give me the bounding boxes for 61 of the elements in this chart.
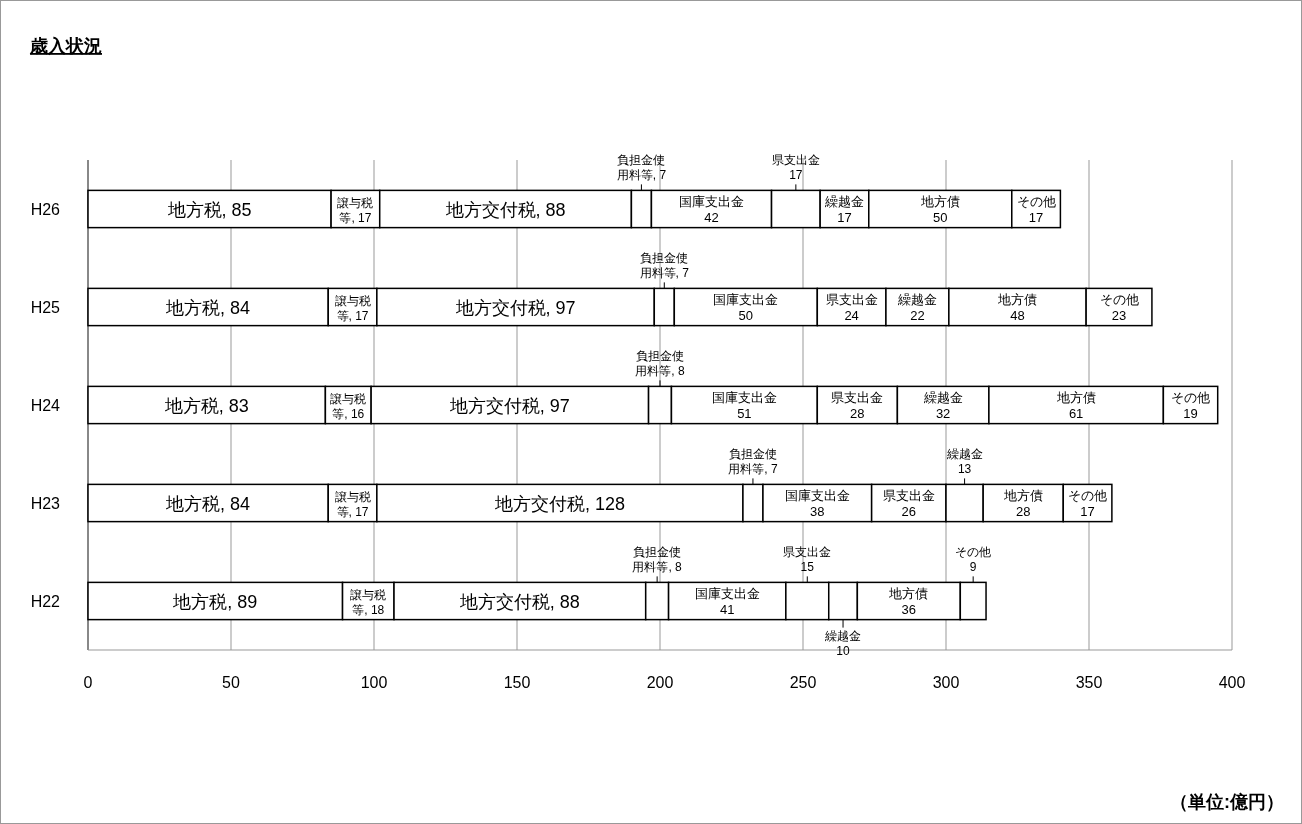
data-label: 地方交付税, 128 [493,494,625,514]
data-label: 県支出金 15 [783,545,832,575]
text: （単位:億円） [1170,792,1284,812]
data-label: その他 9 [955,545,992,575]
x-tick-label: 400 [1218,674,1246,691]
data-label: 国庫支出金 51 [711,390,777,421]
y-tick-label: H22 [30,593,61,610]
data-label: 国庫支出金 41 [694,586,760,617]
chart-title: 歳入状況 [29,36,102,56]
x-tick-label: 150 [503,674,531,691]
data-label: 地方税, 84 [165,298,251,318]
data-label: 譲与税等, 16 [330,392,367,421]
data-label: 負担金使用料等, 8 [632,545,683,575]
data-label: 譲与税等, 18 [350,588,387,617]
data-label: 地方債 50 [919,194,960,225]
data-label: 繰越金 22 [896,292,937,323]
data-label: 繰越金 10 [824,628,862,658]
data-label: 国庫支出金 50 [713,292,779,323]
y-tick-label: H23 [30,495,61,512]
data-label: 地方税, 89 [172,592,258,612]
data-label: 地方税, 83 [163,396,249,416]
data-label: 負担金使用料等, 7 [728,447,778,477]
data-label: 県支出金 24 [825,292,878,323]
data-label: 地方交付税, 88 [444,200,566,220]
x-tick-label: 300 [932,674,960,691]
data-label: 地方債 36 [888,586,929,617]
data-label: 繰越金 32 [922,390,963,421]
data-label: 譲与税等, 17 [337,196,374,225]
data-label: 地方税, 84 [165,494,251,514]
data-label: 地方税, 85 [166,200,252,220]
data-label: その他 23 [1099,292,1139,323]
data-label: 県支出金 17 [771,153,820,183]
data-label: 負担金使用料等, 7 [639,251,690,281]
data-label: 国庫支出金 38 [784,488,850,519]
data-label: その他 19 [1171,390,1211,421]
data-label: その他 17 [1016,194,1056,225]
x-tick-label: 100 [360,674,388,691]
data-label: 地方交付税, 97 [448,396,570,416]
x-tick-label: 0 [83,674,93,691]
x-tick-label: 50 [222,674,240,691]
data-label: 県支出金 28 [831,390,884,421]
data-label: 国庫支出金 42 [678,194,744,225]
x-tick-label: 200 [646,674,674,691]
data-label: その他 17 [1068,488,1108,519]
data-label: 繰越金 17 [823,194,864,225]
x-tick-label: 250 [789,674,817,691]
y-tick-label: H25 [30,299,61,316]
y-tick-label: H26 [30,201,61,218]
x-tick-label: 350 [1075,674,1103,691]
data-label: 地方交付税, 97 [454,298,576,318]
data-label: 地方債 61 [1055,390,1096,421]
data-label: 地方交付税, 88 [458,592,580,612]
y-tick-label: H24 [30,397,61,414]
data-label: 譲与税等, 17 [334,490,371,519]
data-label: 負担金使用料等, 7 [616,153,667,183]
data-label: 地方債 48 [997,292,1037,323]
data-label: 繰越金 13 [945,447,983,477]
data-label: 負担金使用料等, 8 [635,349,685,379]
data-label: 地方債 28 [1002,488,1043,519]
data-label: 県支出金 26 [882,488,935,519]
data-label: 譲与税等, 17 [334,294,371,323]
